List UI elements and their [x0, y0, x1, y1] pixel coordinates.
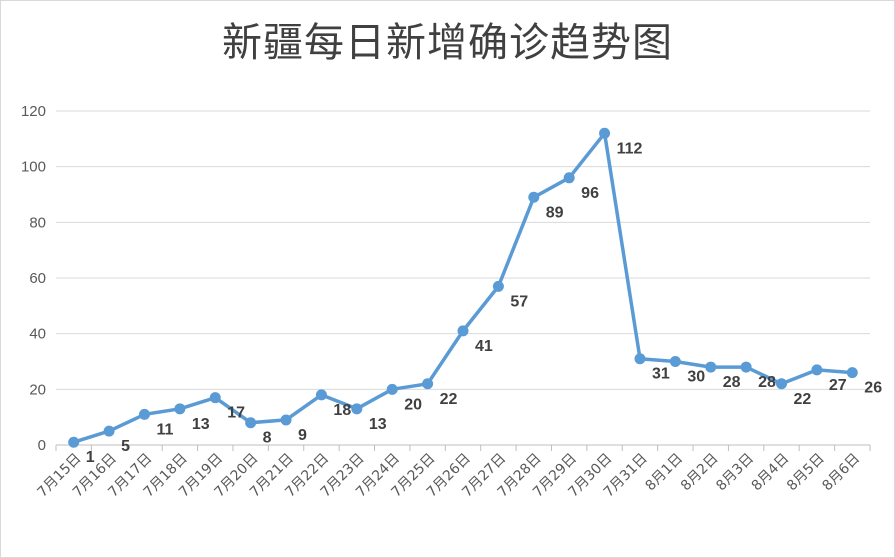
y-tick-label: 20 — [29, 381, 46, 398]
y-tick-label: 120 — [21, 103, 46, 120]
data-point — [245, 417, 257, 429]
data-point — [174, 403, 186, 415]
data-point — [422, 378, 434, 390]
series-points — [68, 127, 858, 448]
data-point — [599, 127, 611, 139]
data-point — [634, 353, 646, 365]
data-label: 112 — [617, 140, 643, 157]
x-tick-label: 8月1日 — [642, 451, 686, 495]
data-point — [705, 361, 717, 373]
x-tick-label: 8月5日 — [784, 451, 828, 495]
data-label: 17 — [227, 405, 245, 422]
data-point — [280, 414, 292, 426]
y-tick-label: 0 — [38, 437, 46, 454]
y-tick-label: 60 — [29, 270, 46, 287]
x-tick-label: 8月2日 — [678, 451, 722, 495]
data-label: 31 — [652, 366, 670, 383]
data-point — [669, 356, 681, 367]
data-point — [351, 403, 363, 415]
chart-title: 新疆每日新增确诊趋势图 — [222, 20, 673, 66]
data-label: 30 — [687, 369, 705, 386]
data-label: 13 — [192, 416, 210, 433]
data-label: 22 — [440, 391, 458, 408]
x-axis-ticks: 7月15日7月16日7月17日7月18日7月19日7月20日7月21日7月22日… — [35, 445, 871, 501]
data-point — [563, 172, 575, 184]
data-point — [528, 191, 540, 203]
data-label: 8 — [263, 430, 272, 447]
data-point — [209, 392, 221, 404]
y-tick-label: 40 — [29, 326, 46, 343]
data-label: 9 — [298, 427, 307, 444]
data-point — [492, 280, 504, 292]
data-point — [138, 408, 150, 420]
y-axis-ticks: 0 20 40 60 80 100 120 — [21, 103, 46, 454]
gridlines — [56, 110, 870, 446]
data-label: 5 — [121, 438, 130, 455]
data-point — [740, 361, 752, 373]
data-point — [68, 436, 80, 448]
data-label: 11 — [156, 421, 173, 438]
data-point — [315, 389, 327, 401]
data-label: 20 — [404, 396, 422, 413]
series-line-path — [71, 131, 855, 444]
data-label: 41 — [475, 338, 493, 355]
y-tick-label: 80 — [29, 214, 46, 231]
data-label: 26 — [864, 380, 882, 397]
data-label: 1 — [86, 449, 95, 466]
data-point — [846, 367, 858, 379]
y-tick-label: 100 — [21, 159, 46, 176]
data-point — [103, 425, 115, 437]
data-point — [386, 383, 398, 395]
x-tick-label: 8月4日 — [749, 451, 793, 495]
data-label: 89 — [546, 204, 564, 221]
data-label: 28 — [758, 374, 776, 391]
data-label: 22 — [794, 391, 812, 408]
data-label: 28 — [723, 374, 741, 391]
data-label: 13 — [369, 416, 387, 433]
x-tick-label: 8月6日 — [819, 451, 863, 495]
data-label: 27 — [829, 377, 847, 394]
data-point — [776, 378, 788, 390]
data-label: 57 — [510, 293, 528, 310]
data-point — [457, 325, 469, 337]
data-point — [811, 364, 823, 376]
series-line — [71, 131, 855, 444]
data-label: 96 — [581, 185, 599, 202]
data-label: 18 — [333, 402, 351, 419]
x-tick-label: 8月3日 — [713, 451, 757, 495]
